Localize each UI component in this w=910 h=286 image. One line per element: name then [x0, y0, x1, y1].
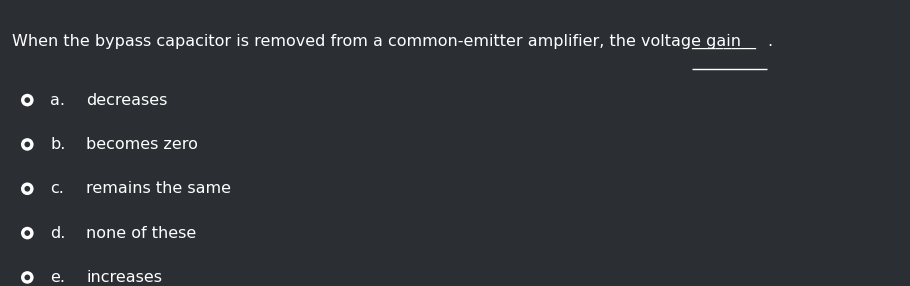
Text: ________: ________: [692, 34, 756, 49]
Ellipse shape: [21, 227, 34, 239]
Text: decreases: decreases: [86, 93, 167, 108]
Ellipse shape: [25, 275, 30, 280]
Ellipse shape: [21, 94, 34, 106]
Ellipse shape: [25, 230, 30, 236]
Text: remains the same: remains the same: [86, 181, 231, 196]
Text: none of these: none of these: [86, 226, 197, 241]
Ellipse shape: [21, 182, 34, 195]
Text: becomes zero: becomes zero: [86, 137, 198, 152]
Text: c.: c.: [50, 181, 64, 196]
Text: d.: d.: [50, 226, 66, 241]
Text: .: .: [767, 34, 773, 49]
Ellipse shape: [21, 271, 34, 284]
Ellipse shape: [25, 97, 30, 103]
Ellipse shape: [25, 142, 30, 147]
Text: e.: e.: [50, 270, 65, 285]
Ellipse shape: [21, 138, 34, 151]
Ellipse shape: [25, 186, 30, 192]
Text: a.: a.: [50, 93, 65, 108]
Text: b.: b.: [50, 137, 66, 152]
Text: When the bypass capacitor is removed from a common-emitter amplifier, the voltag: When the bypass capacitor is removed fro…: [12, 34, 746, 49]
Text: increases: increases: [86, 270, 163, 285]
